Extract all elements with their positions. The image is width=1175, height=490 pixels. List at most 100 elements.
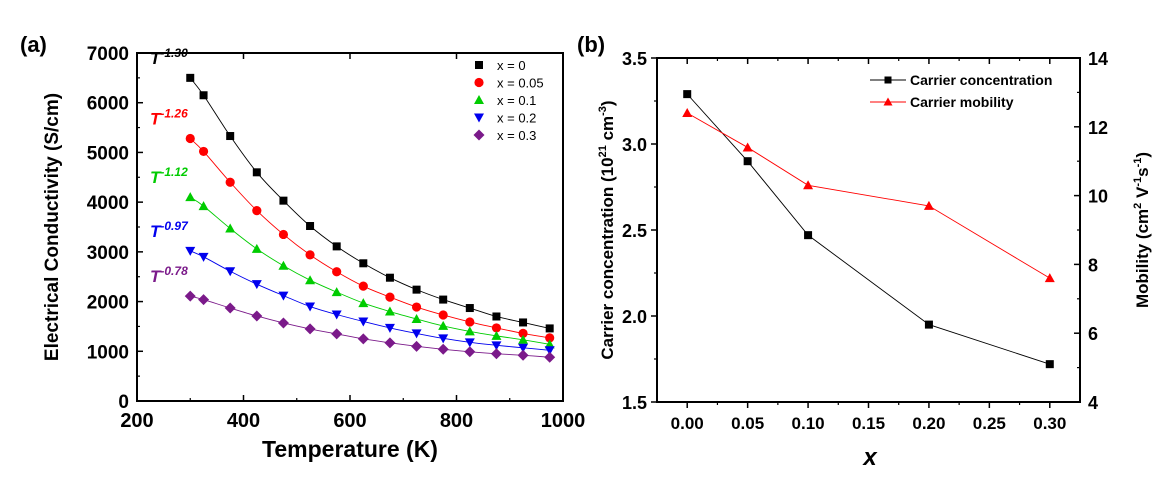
data-point	[411, 302, 422, 312]
data-point	[519, 318, 528, 327]
data-point	[438, 334, 449, 344]
annotation-base: T	[150, 267, 162, 286]
data-point	[278, 229, 289, 240]
panel-b-left-y-title-part: cm	[598, 116, 617, 145]
y-tick-label: 6000	[87, 94, 129, 115]
y-tick-label: 1.5	[622, 393, 647, 413]
data-point	[923, 200, 934, 210]
x-tick-label: 1000	[541, 410, 586, 432]
panel-b-right-y-title-sup: 2	[1132, 203, 1144, 209]
legend-label: x = 0	[497, 58, 526, 73]
data-point	[437, 343, 449, 355]
y-tick-label: 0	[118, 392, 129, 413]
panel-b-plot-frame	[656, 57, 1081, 403]
legend-marker	[474, 113, 484, 123]
legend-label: x = 0.3	[497, 128, 536, 143]
data-point	[411, 313, 422, 323]
data-point	[198, 252, 209, 262]
data-point	[331, 287, 342, 297]
y-tick-label: 2.5	[622, 221, 647, 241]
right-y-tick-label: 6	[1088, 324, 1098, 344]
right-y-tick-label: 14	[1088, 49, 1108, 69]
legend-marker	[474, 95, 484, 104]
data-point	[185, 133, 195, 144]
data-point	[198, 146, 209, 157]
data-point	[225, 223, 236, 233]
panel-b-right-y-title-sup: -1	[1132, 177, 1144, 187]
data-point	[464, 326, 475, 336]
data-point	[358, 298, 369, 308]
data-point	[517, 349, 529, 361]
panel-b-right-y-title-sup: -1	[1132, 158, 1144, 168]
data-point	[224, 302, 236, 314]
panel-a-y-axis-title: Electrical Conductivity (S/cm)	[42, 93, 63, 361]
data-point	[357, 333, 369, 345]
power-law-annotation: T-1.26	[150, 107, 188, 129]
panel-a-markers	[184, 73, 556, 363]
data-point	[742, 142, 753, 152]
data-point	[518, 343, 529, 353]
data-point	[545, 333, 555, 343]
x-tick-label: 0.25	[973, 414, 1006, 433]
x-tick-label: 600	[333, 410, 366, 432]
data-point	[359, 259, 368, 268]
legend-label: x = 0.05	[497, 76, 544, 91]
data-point	[279, 196, 288, 205]
data-point	[384, 306, 395, 316]
data-point	[198, 294, 210, 306]
panel-b-left-y-title-sup: 21	[597, 145, 609, 157]
data-point	[185, 192, 196, 202]
data-point	[278, 260, 289, 270]
data-point	[545, 324, 554, 333]
data-point	[464, 338, 475, 348]
legend-label: Carrier concentration	[910, 72, 1052, 88]
data-point	[384, 323, 395, 333]
data-point	[385, 273, 394, 282]
data-point	[412, 285, 421, 294]
right-y-tick-label: 8	[1088, 255, 1098, 275]
data-point	[439, 295, 448, 304]
data-point	[305, 275, 316, 285]
data-point	[305, 302, 316, 312]
power-law-annotation: T-1.30	[150, 46, 188, 68]
data-point	[385, 292, 395, 302]
data-point	[438, 310, 448, 320]
data-point	[411, 340, 423, 352]
data-point	[198, 201, 209, 211]
panel-b-right-y-ticks: 4 6 8 10 12 14	[1074, 49, 1108, 413]
panel-b-right-y-title-part: )	[1133, 152, 1152, 158]
y-tick-label: 2000	[87, 293, 129, 314]
panel-b-x-ticks: 0.00 0.05 0.10 0.15 0.20 0.25 0.30	[671, 58, 1066, 433]
x-tick-label: 0.00	[671, 414, 704, 433]
power-law-annotation: T-0.78	[150, 264, 188, 286]
data-point	[332, 267, 342, 277]
data-point	[184, 290, 196, 302]
panel-b-left-y-ticks: 1.5 2.0 2.5 3.0 3.5	[622, 49, 657, 413]
y-tick-label: 3.0	[622, 135, 647, 155]
data-point	[252, 205, 262, 216]
series-line-0	[189, 77, 550, 329]
data-point	[411, 329, 422, 339]
data-point	[225, 177, 235, 187]
data-point	[491, 341, 502, 351]
x-tick-label: 0.15	[852, 414, 885, 433]
data-point	[1045, 360, 1054, 369]
data-point	[251, 280, 262, 290]
panel-b-legend: Carrier concentration Carrier mobility	[870, 72, 1052, 110]
legend-marker	[883, 97, 893, 106]
annotation-base: T	[150, 168, 162, 187]
data-point	[464, 346, 476, 358]
annotation-exponent: -0.78	[160, 264, 188, 278]
data-point	[358, 317, 369, 327]
annotation-exponent: -1.26	[160, 107, 188, 121]
panel-b-left-y-title-sup: -3	[597, 106, 609, 116]
panel-a-legend: x = 0 x = 0.05 x = 0.1 x = 0.2 x = 0.3	[473, 58, 544, 143]
legend-label: x = 0.2	[497, 111, 536, 126]
panel-b-x-axis-title: x	[861, 444, 878, 471]
panel-a-y-ticks: 0 1000 2000 3000 4000 5000 6000 7000	[87, 44, 143, 413]
x-tick-label: 0.05	[731, 414, 764, 433]
data-point	[306, 222, 315, 231]
panel-b-right-y-title-part: s	[1133, 167, 1152, 176]
data-point	[683, 90, 692, 99]
panel-b-right-y-title-part: Mobility (cm	[1133, 209, 1152, 308]
